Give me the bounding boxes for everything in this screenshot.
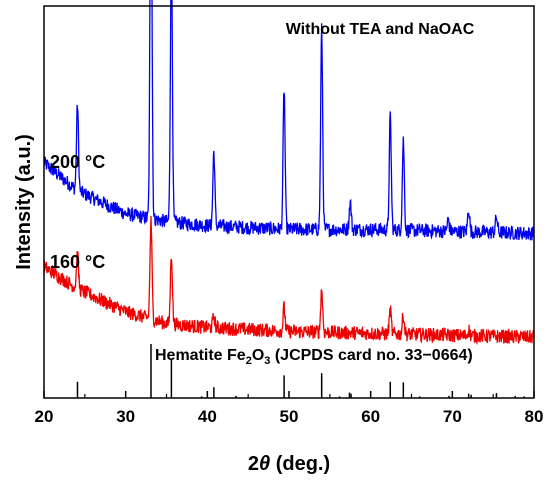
reference-label-sub1: 2: [246, 355, 252, 367]
x-axis-label-theta: θ: [259, 453, 270, 475]
series-label-200: 200 °C: [50, 152, 105, 172]
y-axis-label: Intensity (a.u.): [13, 134, 35, 270]
x-axis-label-prefix: 2: [248, 453, 259, 475]
x-axis-label: 2θ (deg.): [248, 453, 330, 475]
x-tick-label: 50: [280, 407, 299, 426]
series-line-1: [43, 215, 535, 346]
x-tick-label: 70: [443, 407, 462, 426]
reference-label-suffix: (JCPDS card no. 33−0664): [270, 347, 472, 364]
reference-label-mid: O: [252, 347, 264, 364]
reference-label-prefix: Hematite Fe: [155, 347, 246, 364]
x-tick-label: 40: [198, 407, 217, 426]
x-tick-label: 20: [35, 407, 54, 426]
chart-title: Without TEA and NaOAC: [286, 21, 475, 38]
x-tick-label: 80: [525, 407, 544, 426]
x-axis: 20 30 40 50 60 70 80: [35, 391, 544, 426]
reference-label: Hematite Fe2O3 (JCPDS card no. 33−0664): [155, 347, 473, 367]
x-tick-label: 60: [361, 407, 380, 426]
x-tick-label: 30: [116, 407, 135, 426]
reference-label-sub2: 3: [264, 355, 270, 367]
plot-layer: [43, 0, 535, 398]
series-line-0: [43, 0, 535, 241]
x-axis-label-suffix: (deg.): [270, 453, 330, 475]
series-label-160: 160 °C: [50, 252, 105, 272]
